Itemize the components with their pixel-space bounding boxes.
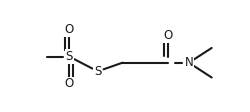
- Text: O: O: [64, 77, 74, 90]
- Text: S: S: [94, 65, 102, 78]
- Text: N: N: [184, 56, 193, 69]
- Text: S: S: [66, 50, 73, 63]
- Text: O: O: [64, 23, 74, 36]
- Text: O: O: [164, 29, 173, 42]
